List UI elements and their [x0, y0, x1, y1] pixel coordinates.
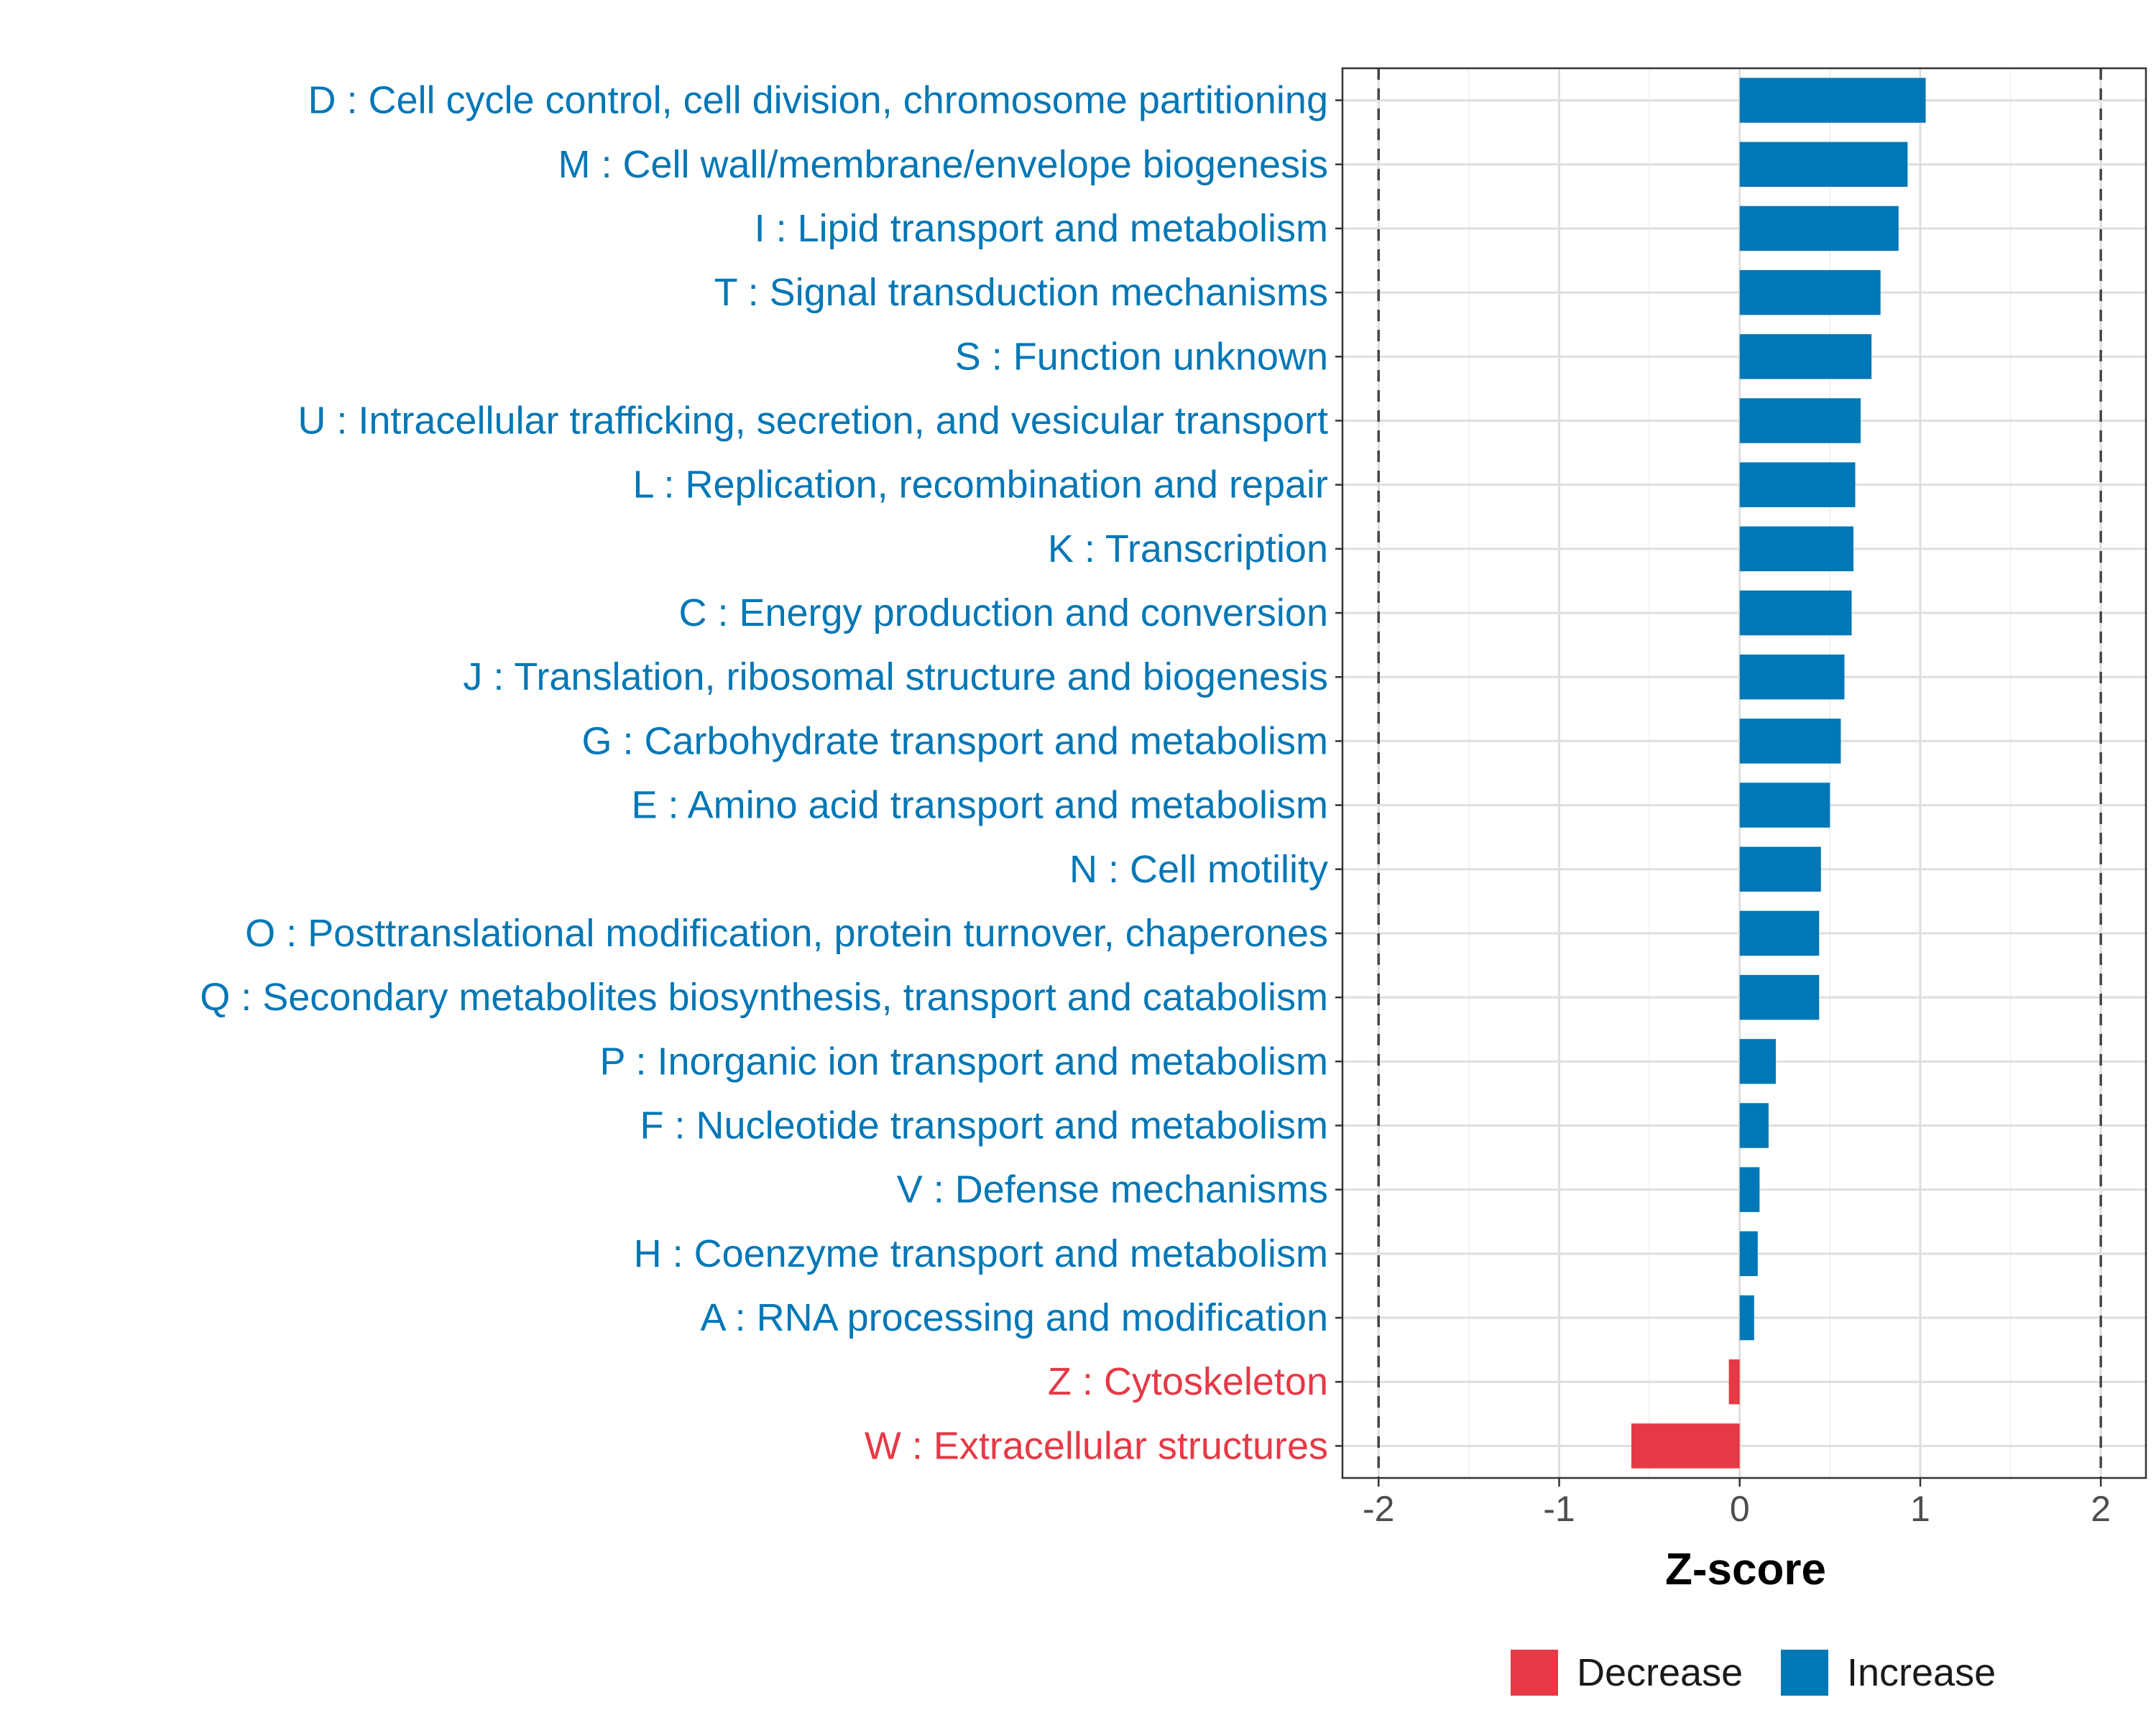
category-label: C : Energy production and conversion [678, 591, 1328, 634]
x-tick-label: 0 [1730, 1489, 1750, 1529]
bar [1739, 334, 1872, 379]
category-label: S : Function unknown [955, 335, 1328, 378]
x-tick-label: 2 [2091, 1489, 2111, 1529]
category-label: M : Cell wall/membrane/envelope biogenes… [558, 143, 1328, 186]
category-label: I : Lipid transport and metabolism [755, 207, 1328, 250]
category-label: U : Intracellular trafficking, secretion… [298, 399, 1328, 443]
x-tick-label: -2 [1363, 1489, 1394, 1529]
bar [1739, 1295, 1754, 1341]
category-label: V : Defense mechanisms [897, 1168, 1328, 1211]
category-label: T : Signal transduction mechanisms [714, 271, 1328, 314]
legend-key-decrease [1511, 1650, 1558, 1696]
x-tick-label: -1 [1543, 1489, 1575, 1529]
bar [1739, 590, 1852, 636]
plot-panel-border [1341, 67, 2147, 1479]
bar [1739, 1231, 1758, 1277]
category-label: H : Coenzyme transport and metabolism [634, 1232, 1328, 1275]
bar [1739, 269, 1881, 315]
category-label: W : Extracellular structures [865, 1424, 1328, 1467]
category-label: E : Amino acid transport and metabolism [632, 784, 1328, 827]
legend: Decrease Increase [1511, 1650, 1996, 1696]
x-axis-ticks: -2 -1 0 1 2 [1363, 1478, 2111, 1529]
bar [1739, 526, 1853, 572]
y-axis-ticks [1335, 99, 1342, 1447]
category-label: O : Posttranslational modification, prot… [245, 912, 1328, 955]
category-label: K : Transcription [1048, 527, 1328, 570]
bar [1739, 142, 1908, 187]
bars [1631, 78, 1926, 1469]
category-label: Q : Secondary metabolites biosynthesis, … [200, 976, 1328, 1019]
category-label: G : Carbohydrate transport and metabolis… [582, 719, 1329, 762]
bar [1631, 1423, 1740, 1469]
bar [1739, 719, 1841, 764]
legend-label: Increase [1847, 1651, 1996, 1694]
category-label: N : Cell motility [1069, 848, 1328, 891]
category-labels: D : Cell cycle control, cell division, c… [200, 79, 1328, 1468]
category-label: D : Cell cycle control, cell division, c… [308, 79, 1328, 122]
category-label: Z : Cytoskeleton [1048, 1360, 1328, 1403]
bar [1739, 1167, 1760, 1212]
x-axis-title: Z-score [1665, 1545, 1826, 1594]
legend-label: Decrease [1577, 1651, 1743, 1694]
category-label: L : Replication, recombination and repai… [632, 463, 1328, 507]
bar [1739, 462, 1856, 507]
bar [1739, 655, 1845, 700]
bar [1739, 846, 1821, 892]
category-label: F : Nucleotide transport and metabolism [640, 1104, 1328, 1147]
x-tick-label: 1 [1910, 1489, 1930, 1529]
category-label: P : Inorganic ion transport and metaboli… [599, 1040, 1328, 1083]
bar [1739, 1039, 1776, 1084]
category-label: J : Translation, ribosomal structure and… [463, 655, 1328, 698]
bar [1739, 782, 1830, 828]
bar [1739, 78, 1926, 123]
bar [1739, 205, 1899, 251]
bar [1739, 1103, 1769, 1148]
bar [1739, 974, 1820, 1020]
bar [1739, 910, 1820, 956]
legend-key-increase [1781, 1650, 1828, 1696]
reference-lines [1377, 68, 2102, 1478]
bar [1728, 1359, 1740, 1405]
category-label: A : RNA processing and modification [701, 1296, 1328, 1339]
bar [1739, 398, 1861, 443]
